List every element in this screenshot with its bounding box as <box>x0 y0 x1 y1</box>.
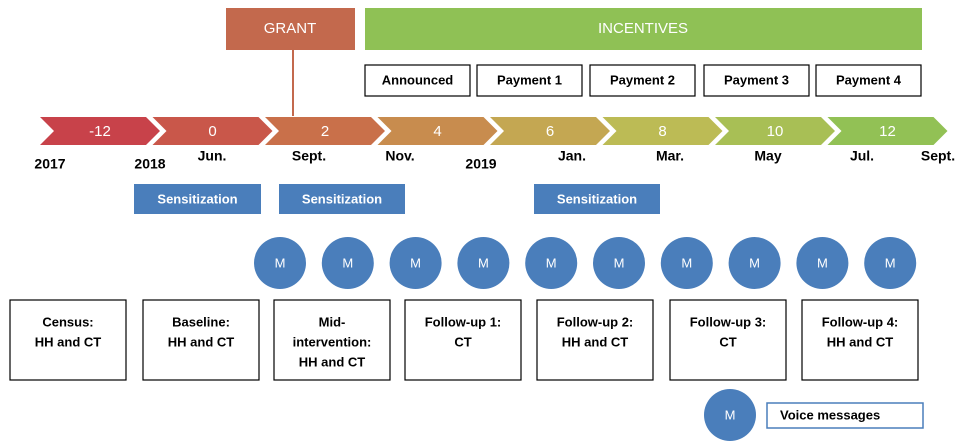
payment-label: Payment 4 <box>836 72 902 87</box>
survey-label: HH and CT <box>35 334 102 349</box>
survey-label: Follow-up 1: <box>425 314 502 329</box>
date-label: 2019 <box>465 156 496 172</box>
payment-box <box>364 64 471 97</box>
date-label: 2017 <box>34 156 65 172</box>
legend-circle <box>704 389 756 441</box>
date-label: Sept. <box>292 148 326 164</box>
message-circle <box>864 237 917 289</box>
survey-label: Follow-up 4: <box>822 314 899 329</box>
survey-box <box>536 299 654 381</box>
message-symbol: M <box>275 255 286 270</box>
date-label: Sept. <box>921 148 955 164</box>
payment-label: Announced <box>382 72 454 87</box>
survey-box <box>9 299 127 381</box>
date-label: Jan. <box>558 148 586 164</box>
timeline-label: 12 <box>879 123 896 140</box>
message-symbol: M <box>885 255 896 270</box>
payment-label: Payment 2 <box>610 72 675 87</box>
survey-label: Census: <box>42 314 93 329</box>
grant-box <box>226 8 355 50</box>
message-circle <box>525 237 578 289</box>
survey-label: CT <box>719 334 736 349</box>
message-circle <box>254 237 306 289</box>
sensitization-label: Sensitization <box>302 191 382 206</box>
message-symbol: M <box>546 255 557 270</box>
timeline-label: 4 <box>433 123 441 140</box>
survey-label: Mid- <box>319 314 346 329</box>
timeline-label: 10 <box>767 123 784 140</box>
legend-box <box>766 402 924 429</box>
survey-label: HH and CT <box>562 334 629 349</box>
timeline-chevron <box>152 117 273 145</box>
timeline-label: -12 <box>89 123 111 140</box>
survey-label: Baseline: <box>172 314 230 329</box>
message-symbol: M <box>478 255 489 270</box>
message-circle <box>457 237 510 289</box>
timeline-label: 6 <box>546 123 554 140</box>
message-circle <box>796 237 849 289</box>
grant-label: GRANT <box>264 20 317 37</box>
timeline-chevron <box>602 117 723 145</box>
survey-box <box>801 299 919 381</box>
payment-box <box>476 64 583 97</box>
message-symbol: M <box>614 255 625 270</box>
sensitization-box <box>534 184 660 214</box>
message-circle <box>728 237 781 289</box>
survey-label: Follow-up 3: <box>690 314 767 329</box>
survey-label: Follow-up 2: <box>557 314 634 329</box>
date-label: Jun. <box>198 148 227 164</box>
timeline-chevron <box>827 117 948 145</box>
legend-label: Voice messages <box>780 407 880 422</box>
message-symbol: M <box>410 255 421 270</box>
message-circle <box>593 237 645 289</box>
timeline-label: 8 <box>658 123 666 140</box>
message-symbol: M <box>749 255 760 270</box>
payment-box <box>589 64 696 97</box>
survey-box <box>669 299 787 381</box>
message-symbol: M <box>681 255 692 270</box>
survey-label: HH and CT <box>299 354 366 369</box>
date-label: 2018 <box>134 156 165 172</box>
sensitization-label: Sensitization <box>157 191 237 206</box>
sensitization-label: Sensitization <box>557 191 637 206</box>
timeline-chevron <box>377 117 498 145</box>
survey-box <box>142 299 260 381</box>
message-circle <box>660 237 713 289</box>
timeline-label: 2 <box>321 123 329 140</box>
incentives-box <box>365 8 922 50</box>
timeline-chevron <box>490 117 610 145</box>
sensitization-box <box>279 184 405 214</box>
timeline-chevron <box>265 117 385 145</box>
survey-box <box>404 299 522 381</box>
message-symbol: M <box>342 255 353 270</box>
survey-label: CT <box>454 334 471 349</box>
payment-box <box>703 64 810 97</box>
message-circle <box>321 237 374 289</box>
payment-label: Payment 3 <box>724 72 789 87</box>
payment-label: Payment 1 <box>497 72 562 87</box>
survey-label: HH and CT <box>168 334 235 349</box>
message-circle <box>389 237 442 289</box>
date-label: Nov. <box>385 148 414 164</box>
incentives-label: INCENTIVES <box>598 20 688 37</box>
date-label: Jul. <box>850 148 874 164</box>
sensitization-box <box>134 184 261 214</box>
date-label: Mar. <box>656 148 684 164</box>
timeline-chevron <box>715 117 835 145</box>
timeline-label: 0 <box>208 123 216 140</box>
legend-symbol: M <box>725 407 736 422</box>
survey-label: intervention: <box>293 334 372 349</box>
date-label: May <box>754 148 781 164</box>
message-symbol: M <box>817 255 828 270</box>
timeline-chevron <box>40 117 160 145</box>
survey-box <box>273 299 391 381</box>
survey-label: HH and CT <box>827 334 894 349</box>
payment-box <box>815 64 922 97</box>
